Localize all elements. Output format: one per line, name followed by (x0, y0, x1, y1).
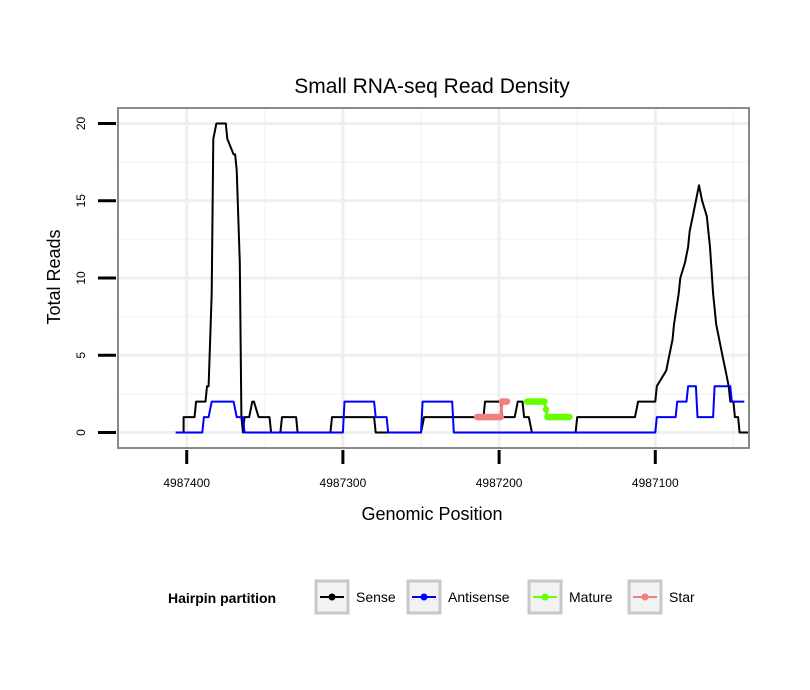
y-axis-title: Total Reads (44, 229, 64, 324)
legend-label-antisense: Antisense (448, 589, 510, 605)
y-tick-label: 15 (74, 194, 88, 208)
plot-panel-border (117, 107, 750, 449)
legend-key-point-antisense (420, 593, 428, 601)
y-tick-label: 10 (74, 271, 88, 285)
series-point-mature (542, 406, 550, 413)
axes: 4987400 4987300 4987200 4987100 0 5 10 15 20 (74, 116, 679, 490)
chart-title: Small RNA-seq Read Density (294, 75, 570, 98)
legend-key-point-sense (328, 593, 336, 601)
series-point-mature (566, 413, 573, 421)
legend-label-sense: Sense (356, 589, 396, 605)
legend-key-point-star (641, 593, 649, 601)
series-point-mature (541, 398, 548, 405)
legend-label-star: Star (669, 589, 695, 605)
series-line-antisense (175, 385, 745, 434)
series-line-sense (175, 122, 749, 434)
legend-title: Hairpin partition (168, 590, 276, 606)
legend-label-mature: Mature (569, 589, 613, 605)
x-tick-label: 4987400 (163, 476, 210, 490)
plot-series (175, 122, 749, 434)
y-tick-label: 5 (74, 352, 88, 359)
x-tick-label: 4987300 (320, 476, 367, 490)
series-point-star (503, 398, 511, 405)
x-tick-label: 4987200 (476, 476, 523, 490)
legend-key-point-mature (541, 593, 549, 601)
y-tick-label: 20 (74, 116, 88, 130)
y-tick-label: 0 (74, 429, 88, 436)
x-axis-title: Genomic Position (361, 504, 502, 524)
series-point-star (497, 413, 505, 421)
legend: Hairpin partition Sense Antisense Mature St… (168, 579, 695, 615)
x-tick-label: 4987100 (632, 476, 679, 490)
